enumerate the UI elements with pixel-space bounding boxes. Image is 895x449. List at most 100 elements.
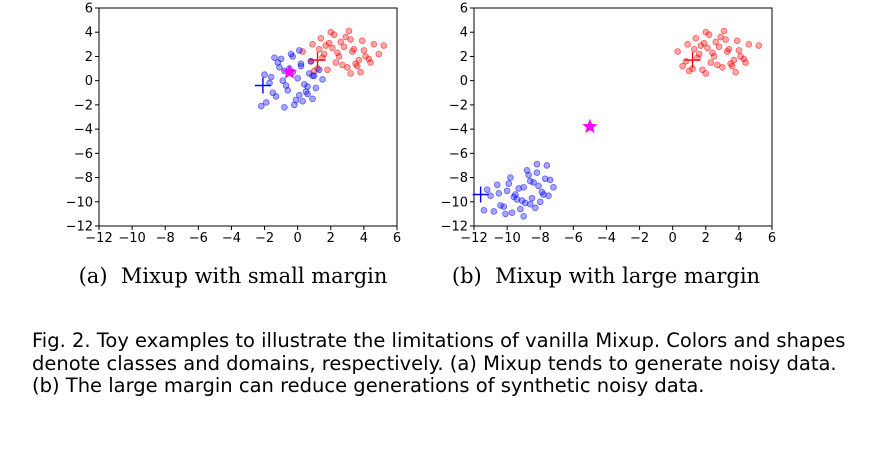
chart-a-point-red xyxy=(320,50,328,58)
chart-b-ytick-label: −4 xyxy=(449,123,468,138)
chart-a-point-blue xyxy=(281,104,288,111)
chart-b-point-blue xyxy=(523,166,531,174)
chart-b-point-blue xyxy=(546,176,554,184)
chart-b-point-blue xyxy=(513,196,521,203)
chart-b-point-red xyxy=(695,50,703,58)
chart-a-plus-marker-blue xyxy=(254,77,271,94)
chart-a-xtick-label: −4 xyxy=(222,231,241,246)
chart-b-point-blue xyxy=(538,188,546,196)
chart-a-point-blue xyxy=(299,97,306,105)
chart-a-point-blue xyxy=(294,74,301,82)
chart-b-point-blue xyxy=(493,181,501,189)
chart-a-point-blue xyxy=(304,83,311,91)
chart-a-ytick-label: 4 xyxy=(85,26,93,41)
chart-b-point-blue xyxy=(495,190,503,197)
chart-b-point-blue xyxy=(533,169,541,177)
chart-b-ytick-label: −10 xyxy=(441,195,468,210)
chart-a-subcaption: (a) Mixup with small margin xyxy=(79,264,388,288)
chart-b-point-red xyxy=(732,68,739,76)
chart-b-point-red xyxy=(702,28,710,36)
chart-b-xtick-label: 4 xyxy=(735,231,743,246)
chart-b-xtick-label: 0 xyxy=(669,231,677,246)
chart-b-xtick-label: −4 xyxy=(597,231,616,246)
chart-b-ytick-label: 2 xyxy=(460,50,468,65)
chart-b-point-blue xyxy=(526,177,534,185)
chart-a-point-blue xyxy=(296,91,303,99)
chart-a-ytick-label: −6 xyxy=(74,147,93,162)
chart-b-point-blue xyxy=(490,208,498,215)
chart-b-point-blue xyxy=(497,202,504,209)
chart-b-xtick-label: −12 xyxy=(460,231,487,246)
chart-b-point-blue xyxy=(502,210,509,218)
chart-a-point-blue xyxy=(297,62,305,70)
chart-a-point-blue xyxy=(257,102,265,110)
chart-a-point-blue xyxy=(279,77,287,84)
chart-a-point-red xyxy=(360,47,368,54)
chart-b-point-blue xyxy=(531,204,539,212)
chart-b-point-red xyxy=(685,67,693,75)
chart-a-point-red xyxy=(370,41,378,48)
chart-a-star-marker xyxy=(281,64,297,79)
chart-b-xtick-label: −10 xyxy=(493,231,520,246)
chart-a-plus-marker-red xyxy=(309,52,326,69)
chart-a-ytick-label: 2 xyxy=(85,50,93,65)
chart-b-point-red xyxy=(717,33,724,41)
chart-b-point-red xyxy=(715,43,723,51)
chart-a-point-red xyxy=(380,42,388,49)
chart-a-xtick-label: −6 xyxy=(189,231,208,246)
chart-a-point-red xyxy=(327,28,335,36)
chart-a-ytick-label: 6 xyxy=(85,2,93,17)
chart-b-point-blue xyxy=(533,160,541,168)
chart-b-point-red xyxy=(684,41,691,48)
chart-b-point-red xyxy=(723,48,731,55)
chart-a-xtick-label: −12 xyxy=(85,231,112,246)
chart-b-marks: −12 −10 −8 −6 −4 −2 0 2 4 6 −12 −10 −8 −6 −4 −2 0 2 4 6 xyxy=(441,2,777,247)
chart-a: −12 −10 −8 −6 −4 −2 0 2 4 6 −12 −10 −8 −6 −4 −2 0 2 4 6 (a)… xyxy=(66,2,402,289)
chart-b-point-red xyxy=(707,59,715,66)
chart-a-point-blue xyxy=(300,81,308,88)
chart-b-point-blue xyxy=(483,186,491,193)
chart-b-point-red xyxy=(700,39,708,47)
chart-a-point-blue xyxy=(309,72,316,80)
chart-a-point-blue xyxy=(292,96,300,104)
chart-a-point-red xyxy=(365,55,373,63)
chart-b-ytick-label: 0 xyxy=(460,74,468,89)
chart-a-point-blue xyxy=(307,57,315,65)
chart-a-xtick-label: 4 xyxy=(360,231,368,246)
chart-b-point-blue xyxy=(508,209,516,216)
chart-b-point-blue xyxy=(545,192,552,200)
chart-a-point-red xyxy=(325,39,333,47)
chart-b-ytick-label: −8 xyxy=(449,171,468,186)
chart-a-point-red xyxy=(337,38,345,46)
chart-b-point-red xyxy=(735,47,743,54)
chart-a-point-blue xyxy=(319,76,326,83)
chart-a-point-blue xyxy=(297,60,305,68)
chart-a-point-blue xyxy=(287,50,295,58)
chart-b-point-red xyxy=(679,62,686,70)
chart-a-point-red xyxy=(330,31,338,38)
chart-b-ytick-label: 4 xyxy=(460,26,468,41)
chart-a-point-red xyxy=(334,49,341,57)
chart-b-point-blue xyxy=(520,183,527,191)
chart-a-point-red xyxy=(345,27,353,35)
chart-b-point-red xyxy=(702,70,710,77)
chart-b-point-blue xyxy=(503,187,511,195)
chart-b-ytick-label: −6 xyxy=(449,147,468,162)
chart-b-point-red xyxy=(690,45,698,53)
chart-a-point-red xyxy=(358,37,366,44)
chart-b-point-blue xyxy=(517,205,524,213)
chart-b-plus-marker-red xyxy=(684,52,701,69)
chart-a-point-blue xyxy=(305,70,313,77)
chart-b-point-blue xyxy=(526,200,534,208)
chart-b-ytick-label: 6 xyxy=(460,2,468,17)
chart-a-point-blue xyxy=(309,95,316,103)
chart-a-xtick-label: 0 xyxy=(294,231,302,246)
chart-b-point-red xyxy=(740,55,748,63)
chart-a-point-red xyxy=(342,33,349,41)
chart-a-xtick-label: 2 xyxy=(327,231,335,246)
chart-b-plot-frame xyxy=(473,7,773,227)
chart-b-point-red xyxy=(742,59,749,66)
chart-a-point-blue xyxy=(304,90,311,98)
chart-a-point-red xyxy=(329,44,336,52)
